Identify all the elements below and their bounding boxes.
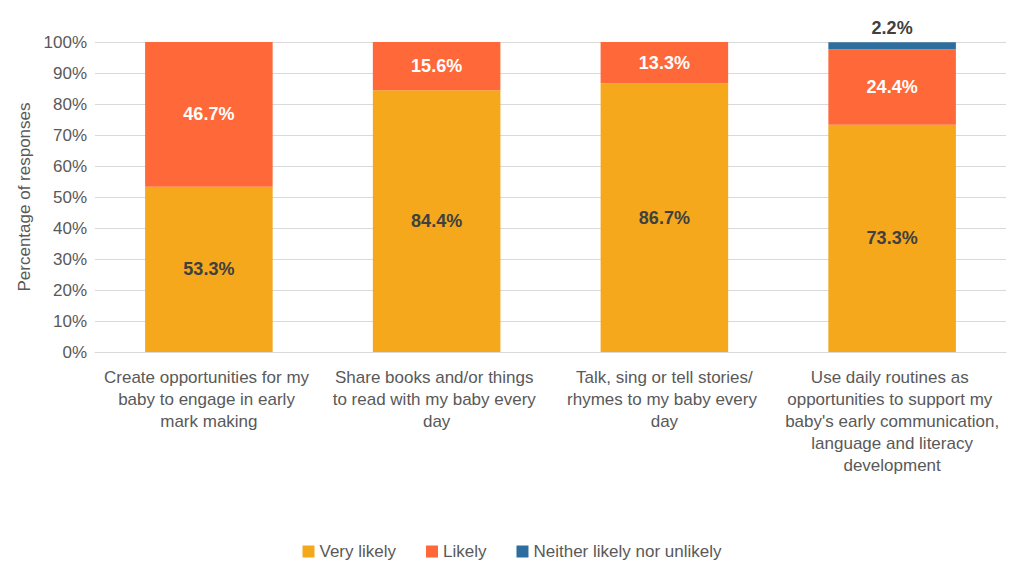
svg-text:40%: 40% [53, 219, 87, 238]
svg-text:46.7%: 46.7% [183, 104, 234, 124]
svg-text:Very likely: Very likely [319, 542, 396, 561]
svg-text:90%: 90% [53, 64, 87, 83]
svg-text:opportunities to support my: opportunities to support my [787, 390, 997, 409]
svg-text:84.4%: 84.4% [411, 211, 462, 231]
svg-text:Share books and/or things: Share books and/or things [335, 368, 538, 387]
svg-text:language and literacy: language and literacy [807, 434, 978, 453]
svg-text:86.7%: 86.7% [639, 208, 690, 228]
svg-text:mark making: mark making [160, 412, 257, 431]
svg-text:day: day [651, 412, 679, 431]
svg-text:Talk, sing or tell stories/: Talk, sing or tell stories/ [576, 368, 753, 387]
svg-text:Neither likely nor unlikely: Neither likely nor unlikely [533, 542, 722, 561]
svg-text:60%: 60% [53, 157, 87, 176]
svg-text:30%: 30% [53, 250, 87, 269]
svg-text:to read with my baby every: to read with my baby every [333, 390, 541, 409]
svg-text:baby to engage in early: baby to engage in early [118, 390, 299, 409]
svg-text:day: day [423, 412, 451, 431]
svg-text:70%: 70% [53, 126, 87, 145]
svg-text:80%: 80% [53, 95, 87, 114]
svg-text:0%: 0% [62, 343, 87, 362]
svg-text:Likely: Likely [443, 542, 487, 561]
svg-text:15.6%: 15.6% [411, 56, 462, 76]
svg-text:20%: 20% [53, 281, 87, 300]
svg-text:100%: 100% [44, 33, 87, 52]
svg-text:13.3%: 13.3% [639, 53, 690, 73]
svg-text:73.3%: 73.3% [867, 228, 918, 248]
svg-text:baby's early communication,: baby's early communication, [785, 412, 999, 431]
svg-text:Create opportunities for my: Create opportunities for my [104, 368, 314, 387]
svg-text:development: development [843, 456, 941, 475]
svg-text:rhymes to my baby every: rhymes to my baby every [567, 390, 762, 409]
svg-text:2.2%: 2.2% [872, 18, 913, 38]
svg-text:24.4%: 24.4% [867, 77, 918, 97]
svg-text:53.3%: 53.3% [183, 259, 234, 279]
svg-text:Use daily routines as: Use daily routines as [811, 368, 974, 387]
svg-text:50%: 50% [53, 188, 87, 207]
svg-text:Percentage of responses: Percentage of responses [15, 102, 34, 291]
svg-text:10%: 10% [53, 312, 87, 331]
